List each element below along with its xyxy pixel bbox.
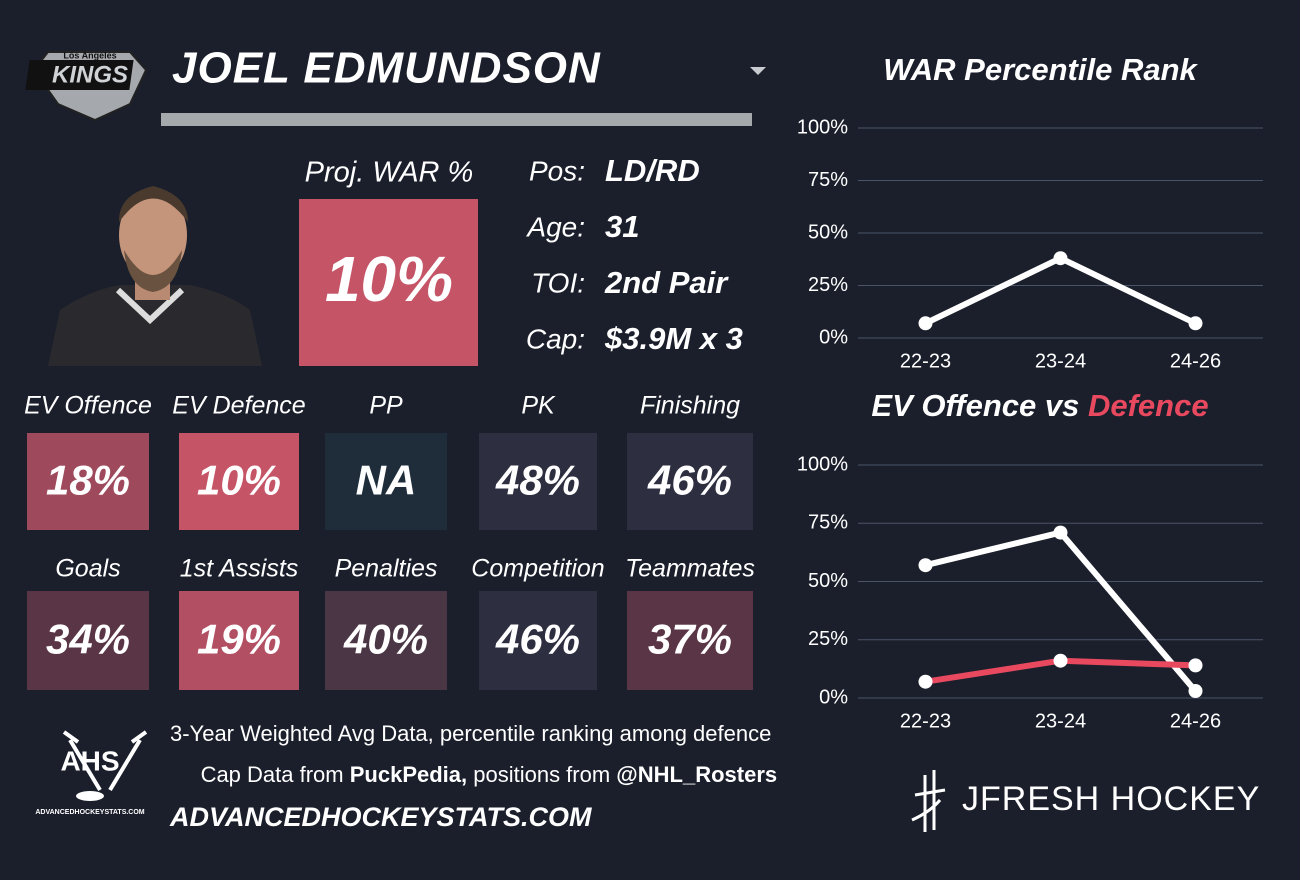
bio-value: 2nd Pair	[604, 265, 729, 300]
brand-logo	[911, 770, 946, 832]
y-tick-label: 75%	[808, 512, 848, 534]
y-tick-label: 75%	[808, 169, 848, 191]
player-name: JOEL EDMUNDSON	[172, 44, 601, 93]
dropdown[interactable]	[750, 67, 766, 75]
ahs-sub: ADVANCEDHOCKEYSTATS.COM	[35, 809, 144, 816]
tile-value: 46%	[495, 616, 580, 663]
tile-label: Teammates	[625, 555, 755, 583]
tile-label: Goals	[55, 555, 120, 583]
data-point	[918, 674, 933, 689]
bio-label: TOI:	[531, 267, 585, 298]
x-tick-label: 22-23	[900, 350, 951, 372]
tile-value: 19%	[197, 616, 281, 663]
brand: JFRESH HOCKEY	[962, 780, 1260, 818]
y-tick-label: 100%	[797, 453, 848, 475]
x-tick-label: 22-23	[900, 710, 951, 732]
bio-label: Cap:	[526, 323, 585, 354]
tile-value: 18%	[46, 457, 130, 504]
y-tick-label: 0%	[819, 686, 848, 708]
bio-label: Pos:	[529, 155, 585, 186]
x-tick-label: 24-26	[1170, 710, 1221, 732]
tile	[27, 591, 149, 690]
tile	[627, 433, 753, 530]
team-logo: Los Angeles KINGS	[25, 50, 148, 122]
y-tick-label: 50%	[808, 570, 848, 592]
y-tick-label: 25%	[808, 274, 848, 296]
data-point	[1188, 684, 1203, 699]
ahs-text: AHS	[60, 745, 119, 776]
tile-value: 40%	[343, 616, 428, 663]
footer-site: ADVANCEDHOCKEYSTATS.COM	[169, 802, 592, 832]
footer-line1: 3-Year Weighted Avg Data, percentile ran…	[170, 721, 771, 746]
y-tick-label: 0%	[819, 326, 848, 348]
proj-war-value: 10%	[325, 243, 453, 315]
bio-value: $3.9M x 3	[604, 321, 743, 356]
tile	[627, 591, 753, 690]
data-point	[1053, 525, 1068, 540]
tile-value: 34%	[46, 616, 130, 663]
tile-label: 1st Assists	[180, 555, 299, 583]
y-tick-label: 25%	[808, 628, 848, 650]
tile-value: 48%	[495, 457, 580, 504]
tile-label: Competition	[471, 555, 604, 583]
data-point	[918, 316, 933, 331]
y-tick-label: 100%	[797, 116, 848, 138]
proj-war-box	[299, 199, 478, 366]
tile	[27, 433, 149, 530]
footer-text: positions from	[467, 762, 616, 787]
ahs-logo: AHS ADVANCEDHOCKEYSTATS.COM	[35, 730, 148, 816]
x-tick-label: 23-24	[1035, 710, 1086, 732]
data-point	[1053, 251, 1068, 266]
logo-top: Los Angeles	[63, 50, 116, 60]
tile-label: Finishing	[640, 392, 740, 420]
tile-value: NA	[356, 457, 417, 504]
tile	[479, 433, 597, 530]
header-bar	[161, 113, 752, 126]
tile-value: 46%	[647, 457, 732, 504]
data-point	[1188, 658, 1203, 673]
title-part: EV Offence vs	[871, 388, 1088, 423]
proj-war-label: Proj. WAR %	[305, 157, 474, 189]
tile	[325, 433, 447, 530]
tile-value: 37%	[648, 616, 732, 663]
tile	[179, 591, 299, 690]
chart-title: WAR Percentile Rank	[883, 52, 1198, 87]
tile-value: 10%	[197, 457, 281, 504]
tile	[479, 591, 597, 690]
data-point	[1188, 316, 1203, 331]
footer-source: @NHL_Rosters	[616, 762, 777, 787]
tile-label: PK	[521, 392, 556, 420]
tile	[325, 591, 447, 690]
bio-value: 31	[605, 209, 639, 244]
footer-text: Cap Data from	[201, 762, 350, 787]
footer-line2: Cap Data from PuckPedia, positions from …	[170, 762, 795, 787]
logo-text: KINGS	[52, 61, 128, 88]
footer-source: PuckPedia,	[350, 762, 467, 787]
bio-value: LD/RD	[605, 153, 700, 188]
x-tick-label: 24-26	[1170, 350, 1221, 372]
title-part: Defence	[1088, 388, 1209, 423]
player-photo	[48, 186, 262, 366]
tile-label: EV Offence	[24, 392, 152, 420]
data-point	[1053, 653, 1068, 668]
data-point	[918, 558, 933, 573]
tile	[179, 433, 299, 530]
y-tick-label: 50%	[808, 221, 848, 243]
x-tick-label: 23-24	[1035, 350, 1086, 372]
bio-label: Age:	[525, 211, 585, 242]
tile-label: PP	[369, 392, 403, 420]
chart-title: EV Offence vs Defence	[871, 388, 1208, 423]
tile-label: EV Defence	[172, 392, 305, 420]
tile-label: Penalties	[335, 555, 438, 583]
